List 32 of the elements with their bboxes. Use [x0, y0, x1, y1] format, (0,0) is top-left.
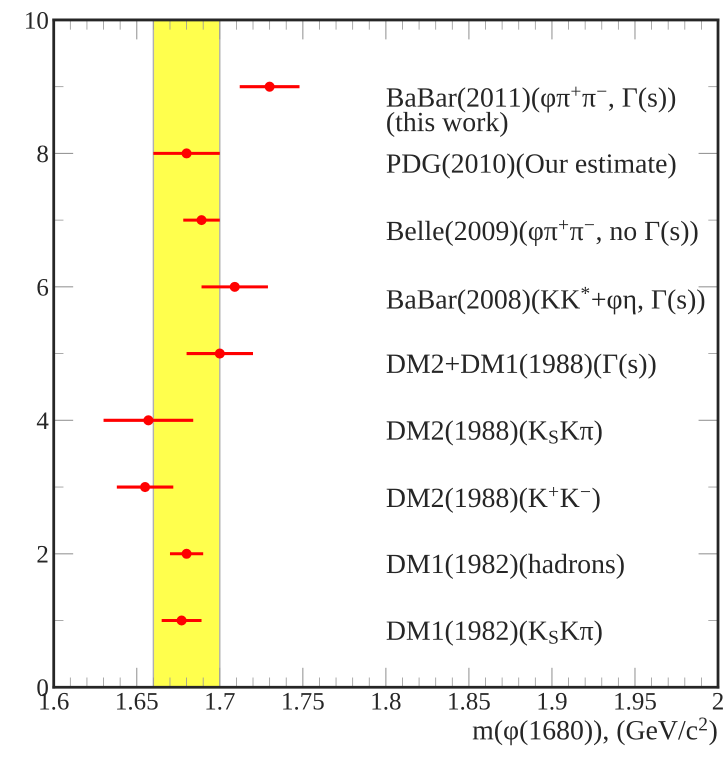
- x-tick-label: 2: [712, 692, 723, 710]
- point: [196, 215, 207, 226]
- y-tick-label: 2: [37, 546, 48, 562]
- point: [214, 348, 225, 359]
- annotation: DM1(1982)(hadrons): [386, 554, 624, 579]
- x-tick-label: 1.7: [206, 692, 235, 710]
- annotation: DM2+DM1(1988)(Γ(s)): [386, 354, 656, 379]
- x-tick-label: 1.8: [372, 692, 401, 710]
- x-tick-label: 1.75: [283, 692, 324, 710]
- point: [140, 482, 150, 492]
- x-tick-label: 1.9: [538, 692, 567, 710]
- point: [176, 615, 187, 626]
- text: BaBar(2011)(φπ$^{+}$π$^{−}$, Γ(s)) (this work): [386, 86, 676, 138]
- point: [230, 282, 240, 292]
- point: [182, 548, 192, 559]
- annotation: Belle(2009)(φπ$^{+}$π$^{−}$, no Γ(s)): [386, 220, 698, 246]
- x-tick-label: 1.85: [449, 692, 490, 710]
- y-tick-label: 6: [37, 278, 48, 296]
- y-tick-label: 8: [37, 145, 48, 162]
- point: [182, 148, 192, 158]
- x-axis-title: m(φ(1680)), (GeV/c$^{2}$): [472, 718, 717, 746]
- x-tick-label: 1.95: [615, 692, 656, 710]
- annotation: DM2(1988)(K$^{+}$K$^{−}$): [386, 487, 600, 513]
- y-tick-label: 4: [36, 412, 48, 429]
- annotation: DM1(1982)(K$_{S}$Kπ): [386, 620, 602, 646]
- point: [264, 82, 275, 92]
- point: [143, 415, 154, 426]
- annotation: BaBar(2008)(KK$^{*}$+φη, Γ(s)): [386, 286, 704, 314]
- annotation: PDG(2010)(Our estimate): [386, 153, 676, 179]
- y-tick-label: 10: [26, 12, 48, 29]
- annotation: DM2(1988)(K$_{S}$Kπ): [386, 420, 602, 446]
- x-tick-label: 1.65: [117, 692, 158, 710]
